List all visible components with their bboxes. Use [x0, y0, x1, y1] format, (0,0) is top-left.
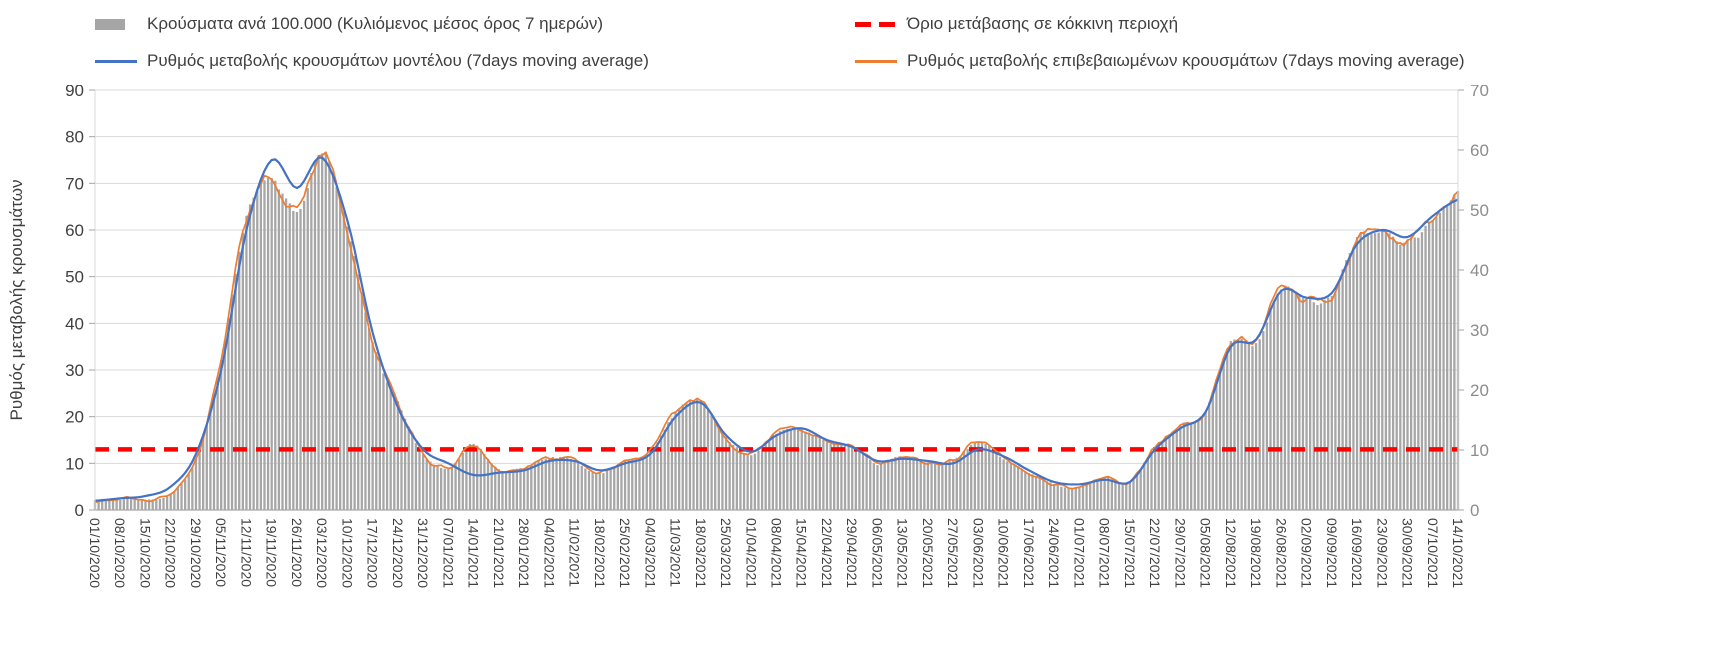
y-right-tick-labels: 0 10 20 30 40 50 60 70 [1458, 85, 1489, 520]
svg-text:50: 50 [1470, 201, 1489, 220]
svg-text:70: 70 [65, 174, 84, 193]
svg-text:80: 80 [65, 128, 84, 147]
svg-text:22/04/2021: 22/04/2021 [819, 518, 835, 588]
svg-text:10: 10 [65, 454, 84, 473]
x-date-labels: 01/10/2020 08/10/2020 15/10/2020 22/10/2020… [87, 518, 1466, 588]
svg-text:18/03/2021: 18/03/2021 [693, 518, 709, 588]
svg-text:14/01/2021: 14/01/2021 [466, 518, 482, 588]
svg-text:15/10/2020: 15/10/2020 [137, 518, 153, 588]
svg-text:31/12/2020: 31/12/2020 [415, 518, 431, 588]
svg-text:08/07/2021: 08/07/2021 [1097, 518, 1113, 588]
svg-text:03/12/2020: 03/12/2020 [314, 518, 330, 588]
svg-text:15/04/2021: 15/04/2021 [794, 518, 810, 588]
svg-text:01/10/2020: 01/10/2020 [87, 518, 103, 588]
svg-text:14/10/2021: 14/10/2021 [1450, 518, 1466, 588]
axis-lines [94, 90, 1459, 511]
svg-text:24/12/2020: 24/12/2020 [390, 518, 406, 588]
svg-text:20/05/2021: 20/05/2021 [920, 518, 936, 588]
svg-text:19/08/2021: 19/08/2021 [1248, 518, 1264, 588]
svg-text:22/10/2020: 22/10/2020 [163, 518, 179, 588]
legend-item-threshold: Όριο μετάβασης σε κόκκινη περιοχή [855, 13, 1178, 35]
svg-text:40: 40 [1470, 261, 1489, 280]
legend-item-confirmed-line: Ρυθμός μεταβολής επιβεβαιωμένων κρουσμάτ… [855, 50, 1465, 72]
svg-text:29/10/2020: 29/10/2020 [188, 518, 204, 588]
svg-text:08/10/2020: 08/10/2020 [112, 518, 128, 588]
svg-text:09/09/2021: 09/09/2021 [1324, 518, 1340, 588]
svg-text:10/06/2021: 10/06/2021 [996, 518, 1012, 588]
svg-text:12/08/2021: 12/08/2021 [1223, 518, 1239, 588]
svg-text:90: 90 [65, 85, 84, 100]
svg-text:30: 30 [1470, 321, 1489, 340]
svg-text:10: 10 [1470, 441, 1489, 460]
svg-text:20: 20 [1470, 381, 1489, 400]
svg-text:30/09/2021: 30/09/2021 [1400, 518, 1416, 588]
svg-text:26/08/2021: 26/08/2021 [1273, 518, 1289, 588]
chart-legend: Κρούσματα ανά 100.000 (Κυλιόμενος μέσος … [0, 0, 1712, 85]
svg-text:60: 60 [65, 221, 84, 240]
bar-series-swatch-icon [95, 18, 137, 30]
svg-text:50: 50 [65, 268, 84, 287]
svg-text:29/07/2021: 29/07/2021 [1172, 518, 1188, 588]
legend-label-threshold: Όριο μετάβασης σε κόκκινη περιοχή [907, 14, 1179, 33]
svg-text:24/06/2021: 24/06/2021 [1046, 518, 1062, 588]
svg-text:17/12/2020: 17/12/2020 [365, 518, 381, 588]
svg-text:18/02/2021: 18/02/2021 [592, 518, 608, 588]
svg-text:01/07/2021: 01/07/2021 [1071, 518, 1087, 588]
legend-item-cases-bars: Κρούσματα ανά 100.000 (Κυλιόμενος μέσος … [95, 13, 603, 35]
svg-text:05/08/2021: 05/08/2021 [1198, 518, 1214, 588]
svg-text:03/06/2021: 03/06/2021 [970, 518, 986, 588]
confirmed-line-swatch-icon [855, 59, 897, 63]
svg-text:30: 30 [65, 361, 84, 380]
svg-text:25/02/2021: 25/02/2021 [617, 518, 633, 588]
legend-label-model-line: Ρυθμός μεταβολής κρουσμάτων μοντέλου (7d… [147, 51, 649, 70]
cases-bars-series [93, 152, 1460, 511]
threshold-dash-swatch-icon [855, 21, 897, 27]
svg-text:01/04/2021: 01/04/2021 [743, 518, 759, 588]
svg-text:70: 70 [1470, 85, 1489, 100]
svg-text:07/10/2021: 07/10/2021 [1425, 518, 1441, 588]
model-line-swatch-icon [95, 59, 137, 63]
svg-text:26/11/2020: 26/11/2020 [289, 518, 305, 587]
svg-text:25/03/2021: 25/03/2021 [718, 518, 734, 588]
svg-text:11/02/2021: 11/02/2021 [567, 518, 583, 587]
svg-text:10/12/2020: 10/12/2020 [339, 518, 355, 588]
svg-text:20: 20 [65, 408, 84, 427]
svg-text:13/05/2021: 13/05/2021 [895, 518, 911, 588]
svg-text:0: 0 [75, 501, 84, 520]
legend-item-model-line: Ρυθμός μεταβολής κρουσμάτων μοντέλου (7d… [95, 50, 649, 72]
svg-text:17/06/2021: 17/06/2021 [1021, 518, 1037, 588]
legend-label-cases-bars: Κρούσματα ανά 100.000 (Κυλιόμενος μέσος … [147, 14, 604, 33]
confirmed-rate-line [94, 151, 1459, 504]
svg-text:05/11/2020: 05/11/2020 [213, 518, 229, 587]
svg-text:23/09/2021: 23/09/2021 [1374, 518, 1390, 588]
svg-text:40: 40 [65, 314, 84, 333]
svg-text:27/05/2021: 27/05/2021 [945, 518, 961, 588]
svg-text:22/07/2021: 22/07/2021 [1147, 518, 1163, 588]
svg-text:29/04/2021: 29/04/2021 [844, 518, 860, 588]
combo-chart: 0 10 20 30 40 50 60 70 80 90 0 10 20 30 40 50 60 70 01/1… [7, 85, 1489, 588]
svg-text:15/07/2021: 15/07/2021 [1122, 518, 1138, 588]
svg-text:04/03/2021: 04/03/2021 [642, 518, 658, 588]
svg-text:60: 60 [1470, 141, 1489, 160]
svg-text:08/04/2021: 08/04/2021 [769, 518, 785, 588]
svg-text:0: 0 [1470, 501, 1479, 520]
y-axis-title: Ρυθμός μεταβολής κρουσμάτων [7, 180, 26, 421]
y-left-tick-labels: 0 10 20 30 40 50 60 70 80 90 [65, 85, 95, 520]
svg-text:02/09/2021: 02/09/2021 [1299, 518, 1315, 588]
svg-text:07/01/2021: 07/01/2021 [440, 518, 456, 588]
svg-text:28/01/2021: 28/01/2021 [516, 518, 532, 588]
svg-text:21/01/2021: 21/01/2021 [491, 518, 507, 588]
legend-label-confirmed-line: Ρυθμός μεταβολής επιβεβαιωμένων κρουσμάτ… [907, 51, 1465, 70]
svg-text:19/11/2020: 19/11/2020 [264, 518, 280, 587]
model-rate-line [94, 156, 1459, 502]
svg-text:12/11/2020: 12/11/2020 [238, 518, 254, 587]
svg-text:16/09/2021: 16/09/2021 [1349, 518, 1365, 588]
svg-text:04/02/2021: 04/02/2021 [541, 518, 557, 588]
svg-text:11/03/2021: 11/03/2021 [668, 518, 684, 587]
svg-text:06/05/2021: 06/05/2021 [869, 518, 885, 588]
